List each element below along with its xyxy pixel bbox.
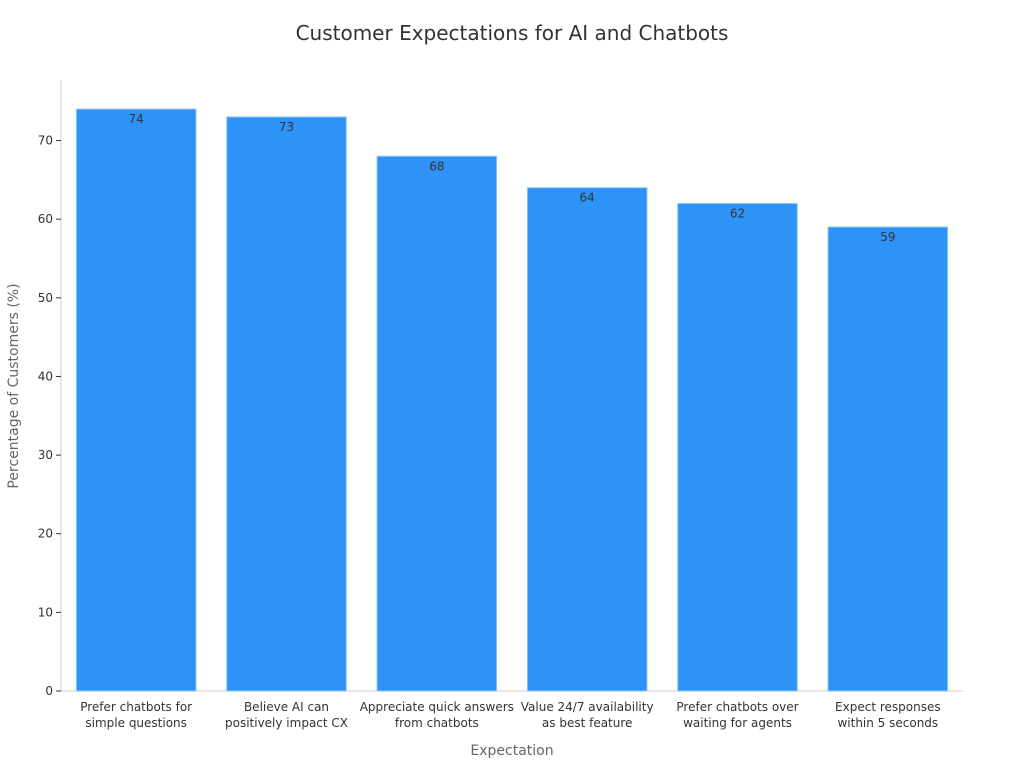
y-tick-label: 50 xyxy=(38,291,53,305)
x-tick-label: from chatbots xyxy=(395,716,479,730)
y-tick-label: 30 xyxy=(38,448,53,462)
data-label: 64 xyxy=(580,191,595,205)
bar xyxy=(226,116,347,692)
x-axis-title: Expectation xyxy=(470,743,553,759)
y-tick-label: 0 xyxy=(45,684,53,698)
y-axis-title: Percentage of Customers (%) xyxy=(6,283,22,488)
x-tick-label: Believe AI can xyxy=(244,700,329,714)
x-tick-label: Value 24/7 availability xyxy=(521,700,654,714)
data-label: 74 xyxy=(129,112,144,126)
bar xyxy=(827,226,949,692)
x-tick-label: positively impact CX xyxy=(225,716,348,730)
y-tick-label: 70 xyxy=(38,134,53,148)
y-tick-label: 60 xyxy=(38,212,53,226)
plot-area: 0 10 20 30 40 50 60 70 74 Prefer chatbots for simp… xyxy=(38,80,963,730)
data-label: 59 xyxy=(880,230,895,244)
x-tick-label: Expect responses xyxy=(835,700,941,714)
y-tick-label: 10 xyxy=(38,605,53,619)
y-tick-label: 40 xyxy=(38,369,53,383)
data-label: 62 xyxy=(730,206,745,220)
chart-title: Customer Expectations for AI and Chatbot… xyxy=(296,21,729,45)
x-tick-label: Prefer chatbots for xyxy=(80,700,192,714)
bar xyxy=(75,108,197,692)
x-tick-label: within 5 seconds xyxy=(837,716,938,730)
x-tick-label: Prefer chatbots over xyxy=(676,700,798,714)
y-tick-label: 20 xyxy=(38,527,53,541)
data-label: 73 xyxy=(279,120,294,134)
x-tick-label: waiting for agents xyxy=(683,716,792,730)
data-label: 68 xyxy=(429,159,444,173)
x-tick-label: simple questions xyxy=(85,716,187,730)
bar xyxy=(526,187,648,692)
x-tick-label: Appreciate quick answers xyxy=(360,700,514,714)
bar xyxy=(376,155,498,692)
bar xyxy=(677,202,798,692)
x-tick-label: as best feature xyxy=(542,716,633,730)
